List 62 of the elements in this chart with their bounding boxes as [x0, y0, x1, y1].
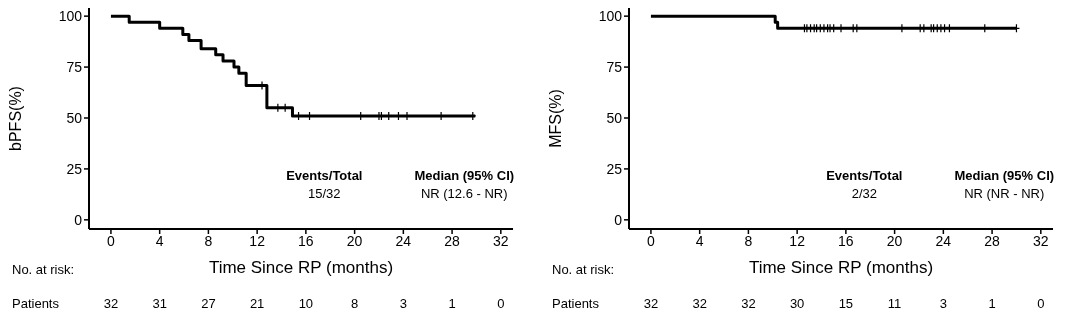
annotation: Events/Total — [826, 168, 903, 183]
text: 32 — [692, 296, 707, 311]
x-tick-label: 4 — [155, 232, 164, 249]
text: 8 — [350, 296, 359, 311]
y-axis-title: MFS(%) — [546, 89, 564, 148]
y-tick-label: 75 — [606, 59, 623, 76]
x-tick-label: 16 — [298, 232, 314, 249]
text: No. at risk: — [12, 262, 75, 277]
text: 32 — [103, 296, 119, 311]
annotation: NR (12.6 - NR) — [420, 186, 508, 201]
text: 1 — [988, 296, 996, 311]
x-tick-label: 12 — [249, 232, 266, 249]
text: 0 — [1037, 296, 1045, 311]
annotation: Median (95% CI) — [414, 168, 515, 183]
y-tick-label: 0 — [74, 211, 83, 228]
x-axis-title: Time Since RP (months) — [748, 258, 934, 277]
x-tick-label: 16 — [838, 232, 854, 249]
text: 3 — [399, 296, 407, 311]
text: 10 — [298, 296, 314, 311]
y-tick-label: 50 — [606, 109, 623, 126]
text: No. at risk: — [552, 262, 615, 277]
y-tick-label: 100 — [598, 8, 623, 25]
text: 27 — [201, 296, 216, 311]
text: 0 — [497, 296, 505, 311]
annotation: Median (95% CI) — [954, 168, 1055, 183]
y-tick-label: 75 — [66, 59, 83, 76]
text: 30 — [789, 296, 805, 311]
text: 31 — [152, 296, 167, 311]
y-tick-label: 25 — [66, 160, 83, 177]
x-tick-label: 20 — [886, 232, 903, 249]
x-tick-label: 4 — [695, 232, 704, 249]
y-tick-label: 0 — [614, 211, 623, 228]
annotation: 15/32 — [308, 186, 341, 201]
text: Patients — [552, 296, 600, 311]
x-tick-label: 32 — [493, 232, 509, 249]
text: 3 — [939, 296, 947, 311]
x-tick-label: 28 — [444, 232, 461, 249]
text: 21 — [249, 296, 265, 311]
x-tick-label: 28 — [984, 232, 1001, 249]
x-tick-label: 24 — [395, 232, 412, 249]
annotation: NR (NR - NR) — [964, 186, 1045, 201]
text: 32 — [741, 296, 756, 311]
y-axis-title: bPFS(%) — [6, 86, 24, 151]
x-tick-label: 24 — [935, 232, 952, 249]
x-tick-label: 8 — [204, 232, 213, 249]
x-axis-title: Time Since RP (months) — [208, 258, 394, 277]
text: 32 — [643, 296, 659, 311]
annotation: 2/32 — [851, 186, 877, 201]
x-tick-label: 20 — [346, 232, 363, 249]
x-tick-label: 0 — [647, 232, 656, 249]
annotation: Events/Total — [286, 168, 363, 183]
y-tick-label: 25 — [606, 160, 623, 177]
text: 15 — [838, 296, 854, 311]
y-tick-label: 100 — [58, 8, 83, 25]
x-tick-label: 0 — [107, 232, 116, 249]
x-tick-label: 12 — [789, 232, 806, 249]
x-tick-label: 32 — [1033, 232, 1049, 249]
y-tick-label: 50 — [66, 109, 83, 126]
x-tick-label: 8 — [744, 232, 753, 249]
text: 1 — [448, 296, 456, 311]
text: Patients — [12, 296, 60, 311]
text: 11 — [887, 296, 902, 311]
